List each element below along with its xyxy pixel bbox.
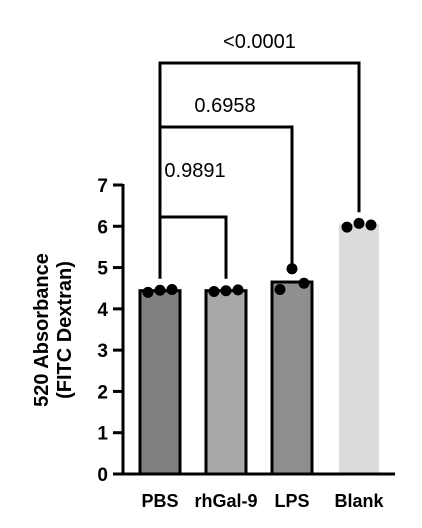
x-tick-label-pbs: PBS: [141, 491, 178, 511]
data-point-lps: [298, 277, 310, 289]
data-point-lps: [274, 283, 286, 295]
data-point-rhgal-9: [232, 284, 244, 296]
y-tick-label: 4: [97, 300, 108, 321]
data-point-blank: [365, 219, 377, 231]
y-tick-label: 2: [97, 382, 108, 403]
data-point-pbs: [142, 286, 154, 298]
bar-lps: [270, 280, 314, 476]
y-axis-title-line-1: 520 Absorbance: [31, 253, 53, 407]
data-point-pbs: [166, 283, 178, 295]
data-point-rhgal-9: [220, 285, 232, 297]
y-tick-label: 5: [97, 259, 108, 280]
x-tick-label-blank: Blank: [334, 491, 384, 511]
y-axis-title-line-2: (FITC Dextran): [54, 261, 76, 399]
y-tick-label: 7: [97, 176, 108, 197]
comparison-bracket-pbs-vs-blank: [158, 61, 361, 277]
comparison-bracket-pbs-vs-rhgal-9: [158, 215, 228, 279]
bar-blank: [339, 224, 379, 474]
bar-pbs: [138, 289, 182, 476]
y-tick-label: 1: [97, 424, 108, 445]
data-point-pbs: [154, 284, 166, 296]
bar-rhgal-9: [204, 289, 248, 476]
data-point-blank: [341, 221, 353, 233]
p-value-label-pbs-vs-blank: <0.0001: [223, 31, 296, 53]
y-tick-label: 6: [97, 217, 108, 238]
data-point-rhgal-9: [208, 286, 220, 298]
y-tick-label: 3: [97, 341, 108, 362]
x-tick-label-lps: LPS: [274, 491, 309, 511]
y-axis-title: 520 Absorbance (FITC Dextran): [31, 253, 76, 407]
y-tick-label: 0: [97, 465, 108, 486]
data-point-blank: [353, 217, 365, 229]
p-value-label-pbs-vs-rhgal-9: 0.9891: [164, 160, 225, 182]
p-value-label-pbs-vs-lps: 0.6958: [194, 95, 255, 117]
x-tick-label-rhgal-9: rhGal-9: [194, 491, 257, 511]
